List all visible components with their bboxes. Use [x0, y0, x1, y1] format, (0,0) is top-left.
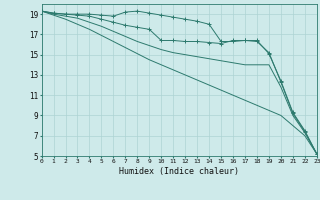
X-axis label: Humidex (Indice chaleur): Humidex (Indice chaleur)	[119, 167, 239, 176]
